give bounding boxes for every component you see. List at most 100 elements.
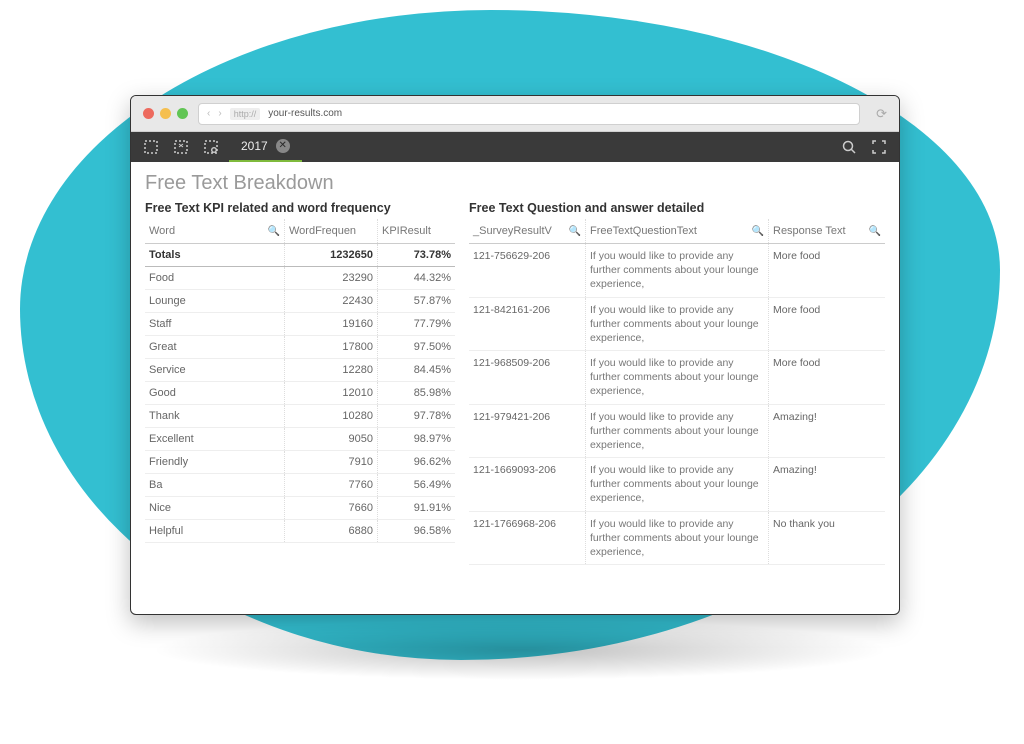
cell-kpi: 91.91% — [378, 497, 456, 520]
table-row[interactable]: Good1201085.98% — [145, 382, 455, 405]
cell-id: 121-1669093-206 — [469, 458, 585, 512]
col-kpi[interactable]: KPIResult — [382, 225, 431, 237]
cell-freq: 12280 — [285, 359, 378, 382]
cell-freq: 9050 — [285, 428, 378, 451]
cell-word: Nice — [145, 497, 285, 520]
table-row[interactable]: 121-756629-206If you would like to provi… — [469, 244, 885, 298]
search-icon[interactable] — [837, 136, 861, 158]
col-freq[interactable]: WordFrequen — [289, 225, 356, 237]
cell-question: If you would like to provide any further… — [585, 297, 768, 351]
page-title: Free Text Breakdown — [145, 172, 885, 195]
col-question[interactable]: FreeTextQuestionText — [590, 225, 697, 237]
table-row[interactable]: 121-1766968-206If you would like to prov… — [469, 511, 885, 565]
cell-response: Amazing! — [769, 404, 886, 458]
cell-id: 121-968509-206 — [469, 351, 585, 405]
app-toolbar: 2017 ✕ — [131, 132, 899, 162]
table-row[interactable]: 121-968509-206If you would like to provi… — [469, 351, 885, 405]
cell-freq: 22430 — [285, 290, 378, 313]
detail-panel: Free Text Question and answer detailed _… — [469, 201, 885, 606]
cell-question: If you would like to provide any further… — [585, 458, 768, 512]
cell-freq: 12010 — [285, 382, 378, 405]
detail-panel-title: Free Text Question and answer detailed — [469, 201, 885, 215]
cell-kpi: 98.97% — [378, 428, 456, 451]
selection-back-icon[interactable] — [169, 136, 193, 158]
search-icon[interactable]: 🔍 — [869, 226, 881, 237]
kpi-panel-title: Free Text KPI related and word frequency — [145, 201, 455, 215]
cell-response: More food — [769, 351, 886, 405]
cell-freq: 10280 — [285, 405, 378, 428]
cell-freq: 19160 — [285, 313, 378, 336]
cell-word: Great — [145, 336, 285, 359]
window-shadow — [150, 620, 890, 680]
maximize-dot[interactable] — [177, 108, 188, 119]
cell-word: Helpful — [145, 520, 285, 543]
address-bar[interactable]: ‹ › http:// your-results.com — [198, 103, 860, 125]
cell-question: If you would like to provide any further… — [585, 244, 768, 298]
cell-kpi: 85.98% — [378, 382, 456, 405]
cell-kpi: 44.32% — [378, 267, 456, 290]
cell-id: 121-756629-206 — [469, 244, 585, 298]
cell-kpi: 84.45% — [378, 359, 456, 382]
table-row[interactable]: Nice766091.91% — [145, 497, 455, 520]
protocol-label: http:// — [230, 108, 261, 120]
selection-clear-icon[interactable] — [199, 136, 223, 158]
cell-question: If you would like to provide any further… — [585, 404, 768, 458]
search-icon[interactable]: 🔍 — [268, 226, 280, 237]
cell-word: Thank — [145, 405, 285, 428]
browser-chrome: ‹ › http:// your-results.com ⟳ — [131, 96, 899, 132]
table-row[interactable]: Friendly791096.62% — [145, 451, 455, 474]
tab-label: 2017 — [241, 139, 268, 153]
table-row-totals[interactable]: Totals 1232650 73.78% — [145, 244, 455, 267]
cell-freq: 7660 — [285, 497, 378, 520]
table-row[interactable]: Staff1916077.79% — [145, 313, 455, 336]
cell-freq: 17800 — [285, 336, 378, 359]
cell-word: Ba — [145, 474, 285, 497]
table-row[interactable]: Great1780097.50% — [145, 336, 455, 359]
search-icon[interactable]: 🔍 — [752, 226, 764, 237]
cell-kpi: 56.49% — [378, 474, 456, 497]
cell-freq: 7760 — [285, 474, 378, 497]
minimize-dot[interactable] — [160, 108, 171, 119]
cell-kpi: 96.58% — [378, 520, 456, 543]
cell-id: 121-979421-206 — [469, 404, 585, 458]
table-row[interactable]: 121-979421-206If you would like to provi… — [469, 404, 885, 458]
cell-kpi: 77.79% — [378, 313, 456, 336]
cell-word: Food — [145, 267, 285, 290]
detail-table: _SurveyResultV 🔍 FreeTextQuestionText 🔍 Re… — [469, 219, 885, 565]
cell-word: Good — [145, 382, 285, 405]
table-row[interactable]: Thank1028097.78% — [145, 405, 455, 428]
table-row[interactable]: 121-1669093-206If you would like to prov… — [469, 458, 885, 512]
fullscreen-icon[interactable] — [867, 136, 891, 158]
selection-tool-icon[interactable] — [139, 136, 163, 158]
totals-freq: 1232650 — [285, 244, 378, 267]
cell-word: Lounge — [145, 290, 285, 313]
url-text: your-results.com — [268, 108, 342, 119]
window-controls — [143, 108, 188, 119]
table-row[interactable]: Lounge2243057.87% — [145, 290, 455, 313]
totals-kpi: 73.78% — [378, 244, 456, 267]
table-row[interactable]: 121-842161-206If you would like to provi… — [469, 297, 885, 351]
nav-back-icon[interactable]: ‹ — [207, 108, 210, 119]
table-row[interactable]: Service1228084.45% — [145, 359, 455, 382]
cell-kpi: 97.50% — [378, 336, 456, 359]
kpi-panel: Free Text KPI related and word frequency… — [145, 201, 455, 606]
cell-id: 121-1766968-206 — [469, 511, 585, 565]
cell-response: More food — [769, 297, 886, 351]
col-response[interactable]: Response Text — [773, 225, 846, 237]
table-row[interactable]: Helpful688096.58% — [145, 520, 455, 543]
cell-word: Excellent — [145, 428, 285, 451]
table-row[interactable]: Excellent905098.97% — [145, 428, 455, 451]
table-row[interactable]: Ba776056.49% — [145, 474, 455, 497]
table-row[interactable]: Food2329044.32% — [145, 267, 455, 290]
tab-close-icon[interactable]: ✕ — [276, 139, 290, 153]
nav-forward-icon[interactable]: › — [218, 108, 221, 119]
refresh-icon[interactable]: ⟳ — [876, 106, 887, 122]
cell-question: If you would like to provide any further… — [585, 351, 768, 405]
close-dot[interactable] — [143, 108, 154, 119]
col-surveyid[interactable]: _SurveyResultV — [473, 225, 552, 237]
cell-freq: 7910 — [285, 451, 378, 474]
col-word[interactable]: Word — [149, 225, 175, 237]
search-icon[interactable]: 🔍 — [569, 226, 581, 237]
tab-2017[interactable]: 2017 ✕ — [229, 132, 302, 162]
totals-label: Totals — [145, 244, 285, 267]
